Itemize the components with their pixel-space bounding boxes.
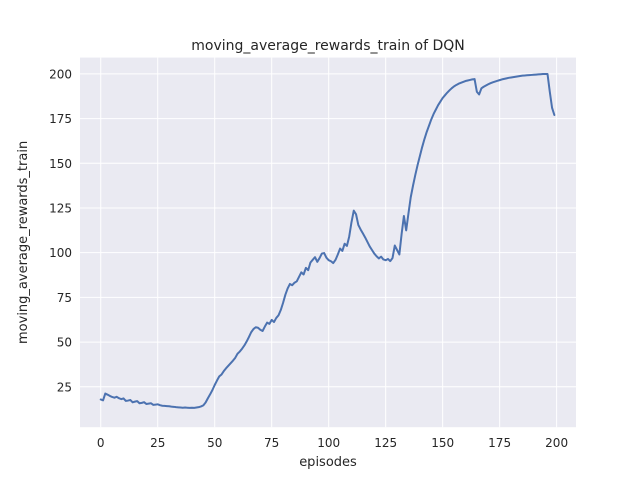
x-tick-150: 150 bbox=[431, 436, 454, 450]
y-tick-100: 100 bbox=[49, 246, 72, 260]
plot-area bbox=[80, 57, 576, 428]
x-tick-175: 175 bbox=[488, 436, 511, 450]
x-axis-label: episodes bbox=[299, 455, 357, 470]
x-tick-100: 100 bbox=[317, 436, 340, 450]
x-tick-0: 0 bbox=[97, 436, 105, 450]
y-axis-label: moving_average_rewards_train bbox=[16, 141, 31, 344]
y-axis-tick-labels: 25 50 75 100 125 150 175 200 bbox=[49, 67, 72, 394]
x-tick-200: 200 bbox=[545, 436, 568, 450]
x-tick-50: 50 bbox=[207, 436, 222, 450]
x-tick-75: 75 bbox=[264, 436, 279, 450]
y-tick-25: 25 bbox=[57, 380, 72, 394]
reward-line-series bbox=[99, 73, 556, 409]
y-tick-200: 200 bbox=[49, 67, 72, 81]
y-tick-175: 175 bbox=[49, 112, 72, 126]
x-tick-25: 25 bbox=[150, 436, 165, 450]
y-tick-50: 50 bbox=[57, 336, 72, 350]
y-tick-75: 75 bbox=[57, 291, 72, 305]
x-tick-125: 125 bbox=[374, 436, 397, 450]
y-tick-150: 150 bbox=[49, 157, 72, 171]
chart-title: moving_average_rewards_train of DQN bbox=[191, 38, 465, 54]
x-axis-tick-labels: 0 25 50 75 100 125 150 175 200 bbox=[97, 436, 568, 450]
y-tick-125: 125 bbox=[49, 201, 72, 215]
grid-lines bbox=[80, 57, 576, 428]
